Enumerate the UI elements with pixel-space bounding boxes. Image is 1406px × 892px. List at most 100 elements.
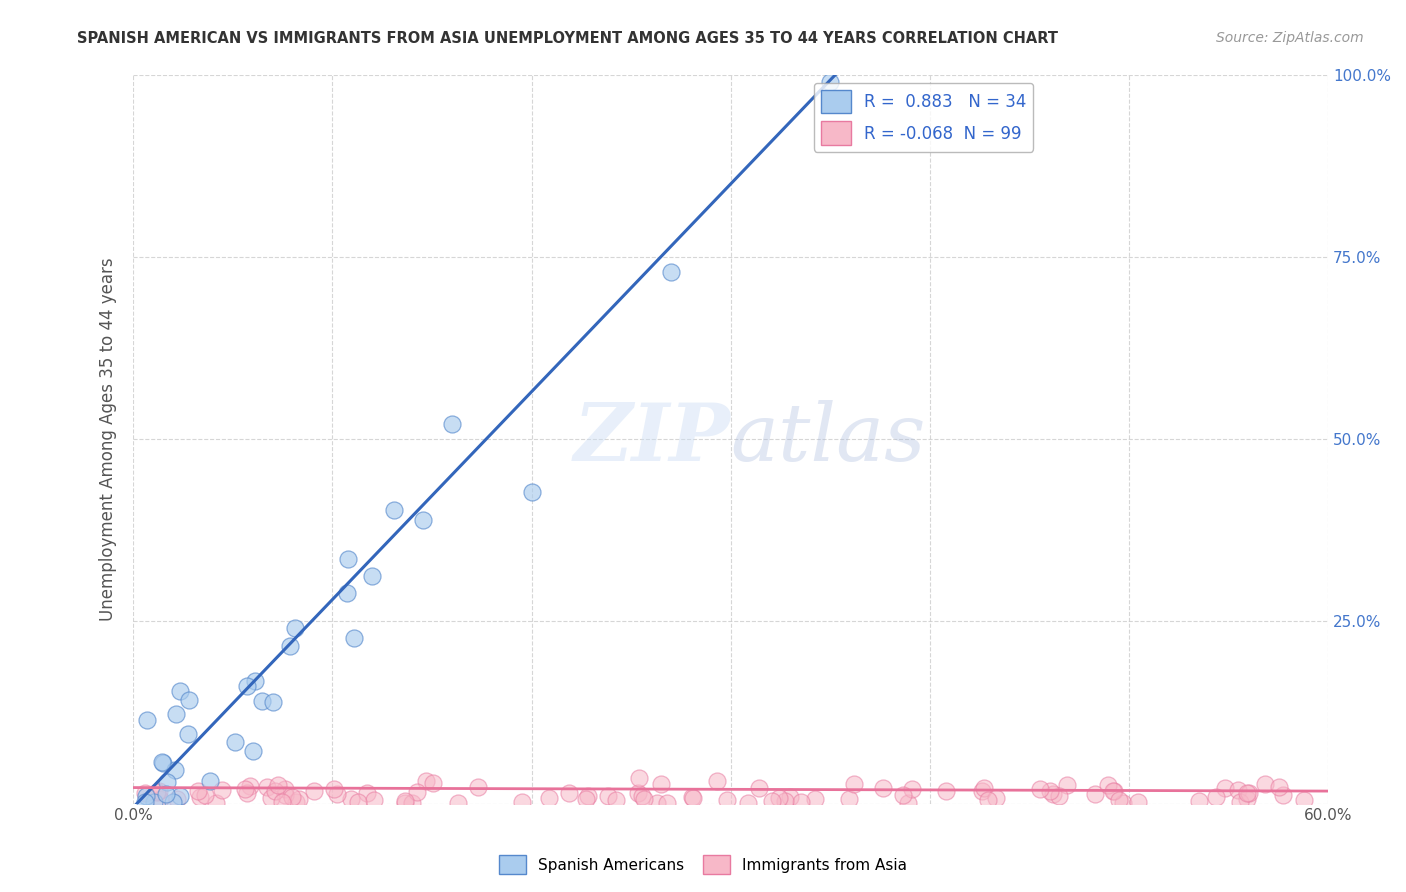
Point xyxy=(288,791,311,805)
Point xyxy=(394,793,416,807)
Point xyxy=(1042,787,1064,801)
Point xyxy=(605,793,627,807)
Point xyxy=(422,776,444,790)
Point xyxy=(440,417,463,431)
Point xyxy=(304,784,326,798)
Point xyxy=(155,788,177,802)
Point xyxy=(243,673,266,688)
Point xyxy=(264,784,287,798)
Point xyxy=(737,796,759,810)
Point xyxy=(339,791,361,805)
Point xyxy=(779,789,801,804)
Point xyxy=(150,756,173,770)
Point xyxy=(1056,779,1078,793)
Point xyxy=(143,795,166,809)
Point xyxy=(633,792,655,806)
Point xyxy=(323,782,346,797)
Point xyxy=(576,789,599,804)
Point xyxy=(1084,787,1107,801)
Point xyxy=(135,789,157,804)
Point xyxy=(1038,784,1060,798)
Point xyxy=(198,774,221,789)
Point xyxy=(415,773,437,788)
Point xyxy=(169,789,191,804)
Point xyxy=(596,789,619,804)
Point xyxy=(166,791,188,805)
Point xyxy=(176,727,198,741)
Point xyxy=(1213,780,1236,795)
Point xyxy=(706,774,728,789)
Point xyxy=(163,764,186,778)
Point xyxy=(1236,786,1258,800)
Point xyxy=(401,796,423,810)
Point xyxy=(681,790,703,805)
Point xyxy=(356,786,378,800)
Point xyxy=(394,796,416,810)
Point xyxy=(1292,793,1315,807)
Point xyxy=(233,781,256,796)
Point xyxy=(510,795,533,809)
Point xyxy=(1237,786,1260,800)
Text: SPANISH AMERICAN VS IMMIGRANTS FROM ASIA UNEMPLOYMENT AMONG AGES 35 TO 44 YEARS : SPANISH AMERICAN VS IMMIGRANTS FROM ASIA… xyxy=(77,31,1059,46)
Point xyxy=(134,786,156,800)
Point xyxy=(1097,779,1119,793)
Point xyxy=(347,796,370,810)
Legend: Spanish Americans, Immigrants from Asia: Spanish Americans, Immigrants from Asia xyxy=(492,849,914,880)
Point xyxy=(627,771,650,785)
Point xyxy=(259,791,281,805)
Point xyxy=(631,789,654,804)
Point xyxy=(236,786,259,800)
Point xyxy=(1102,784,1125,798)
Point xyxy=(627,786,650,800)
Text: atlas: atlas xyxy=(731,401,927,478)
Point xyxy=(1047,789,1070,803)
Point xyxy=(467,780,489,794)
Text: ZIP: ZIP xyxy=(574,401,731,478)
Y-axis label: Unemployment Among Ages 35 to 44 years: Unemployment Among Ages 35 to 44 years xyxy=(100,257,117,621)
Point xyxy=(336,586,359,600)
Point xyxy=(412,512,434,526)
Point xyxy=(236,679,259,693)
Point xyxy=(1126,795,1149,809)
Point xyxy=(657,796,679,810)
Point xyxy=(145,785,167,799)
Point xyxy=(803,792,825,806)
Point xyxy=(748,781,770,796)
Point xyxy=(188,790,211,805)
Point xyxy=(285,795,308,809)
Point xyxy=(773,794,796,808)
Point xyxy=(682,790,704,805)
Point xyxy=(659,265,682,279)
Point xyxy=(820,75,842,89)
Point xyxy=(326,788,349,802)
Point xyxy=(337,552,360,566)
Point xyxy=(897,796,920,810)
Point xyxy=(1104,783,1126,797)
Point xyxy=(790,795,813,809)
Point xyxy=(1205,789,1227,804)
Point xyxy=(162,795,184,809)
Point xyxy=(1108,793,1130,807)
Point xyxy=(134,795,156,809)
Point xyxy=(973,780,995,795)
Point xyxy=(169,684,191,698)
Point xyxy=(1236,792,1258,806)
Text: Source: ZipAtlas.com: Source: ZipAtlas.com xyxy=(1216,31,1364,45)
Point xyxy=(901,781,924,796)
Point xyxy=(1272,789,1295,803)
Point xyxy=(148,783,170,797)
Point xyxy=(891,788,914,802)
Point xyxy=(1267,780,1289,794)
Point xyxy=(152,756,174,771)
Point xyxy=(575,792,598,806)
Point xyxy=(977,793,1000,807)
Point xyxy=(239,780,262,794)
Point xyxy=(935,784,957,798)
Point xyxy=(242,743,264,757)
Point xyxy=(267,778,290,792)
Point xyxy=(256,780,278,794)
Point xyxy=(650,777,672,791)
Point xyxy=(278,639,301,653)
Point xyxy=(156,775,179,789)
Point xyxy=(187,784,209,798)
